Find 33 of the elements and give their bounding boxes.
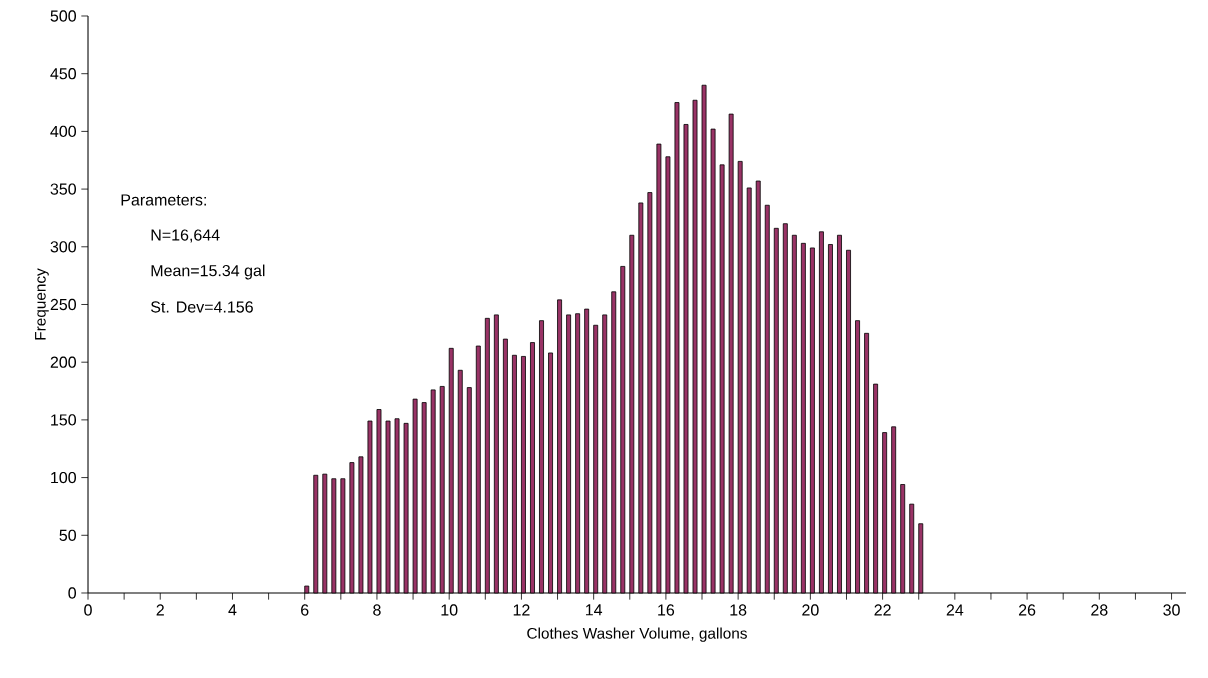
x-tick-label: 20 — [802, 604, 819, 616]
y-axis-title: Frequency — [35, 268, 49, 340]
x-tick-label: 26 — [1018, 604, 1036, 616]
y-tick-label: 300 — [50, 241, 77, 253]
x-axis-title: Clothes Washer Volume, gallons — [527, 627, 747, 642]
x-tick-label: 18 — [730, 604, 747, 616]
x-tick-label: 22 — [874, 604, 891, 616]
x-tick-label: 2 — [156, 604, 164, 616]
x-tick-label: 14 — [585, 604, 603, 616]
x-tick-label: 10 — [441, 604, 458, 616]
y-tick-label: 200 — [50, 356, 77, 368]
y-tick-label: 150 — [51, 414, 77, 426]
y-tick-label: 400 — [50, 125, 77, 138]
y-tick-label: 350 — [50, 183, 77, 195]
y-tick-label: 50 — [59, 529, 77, 541]
x-tick-label: 28 — [1091, 604, 1108, 616]
annotation: Mean=15.34 gal — [151, 264, 265, 280]
y-tick-label: 250 — [50, 298, 77, 311]
annotation: St. Dev=4.156 — [151, 301, 253, 313]
annotation: Parameters: — [121, 194, 206, 206]
x-tick-label: 16 — [658, 604, 675, 616]
annotation: N=16,644 — [151, 229, 220, 243]
x-tick-label: 24 — [946, 604, 964, 616]
x-tick-label: 4 — [228, 604, 237, 616]
y-tick-label: 100 — [51, 471, 77, 484]
y-tick-label: 450 — [50, 68, 77, 80]
x-tick-label: 12 — [513, 604, 530, 616]
x-tick-label: 30 — [1163, 604, 1180, 616]
x-tick-label: 6 — [301, 604, 309, 616]
y-tick-label: 0 — [68, 587, 77, 599]
x-tick-label: 0 — [84, 604, 92, 616]
y-tick-label: 500 — [50, 10, 77, 22]
x-tick-label: 8 — [373, 604, 381, 616]
